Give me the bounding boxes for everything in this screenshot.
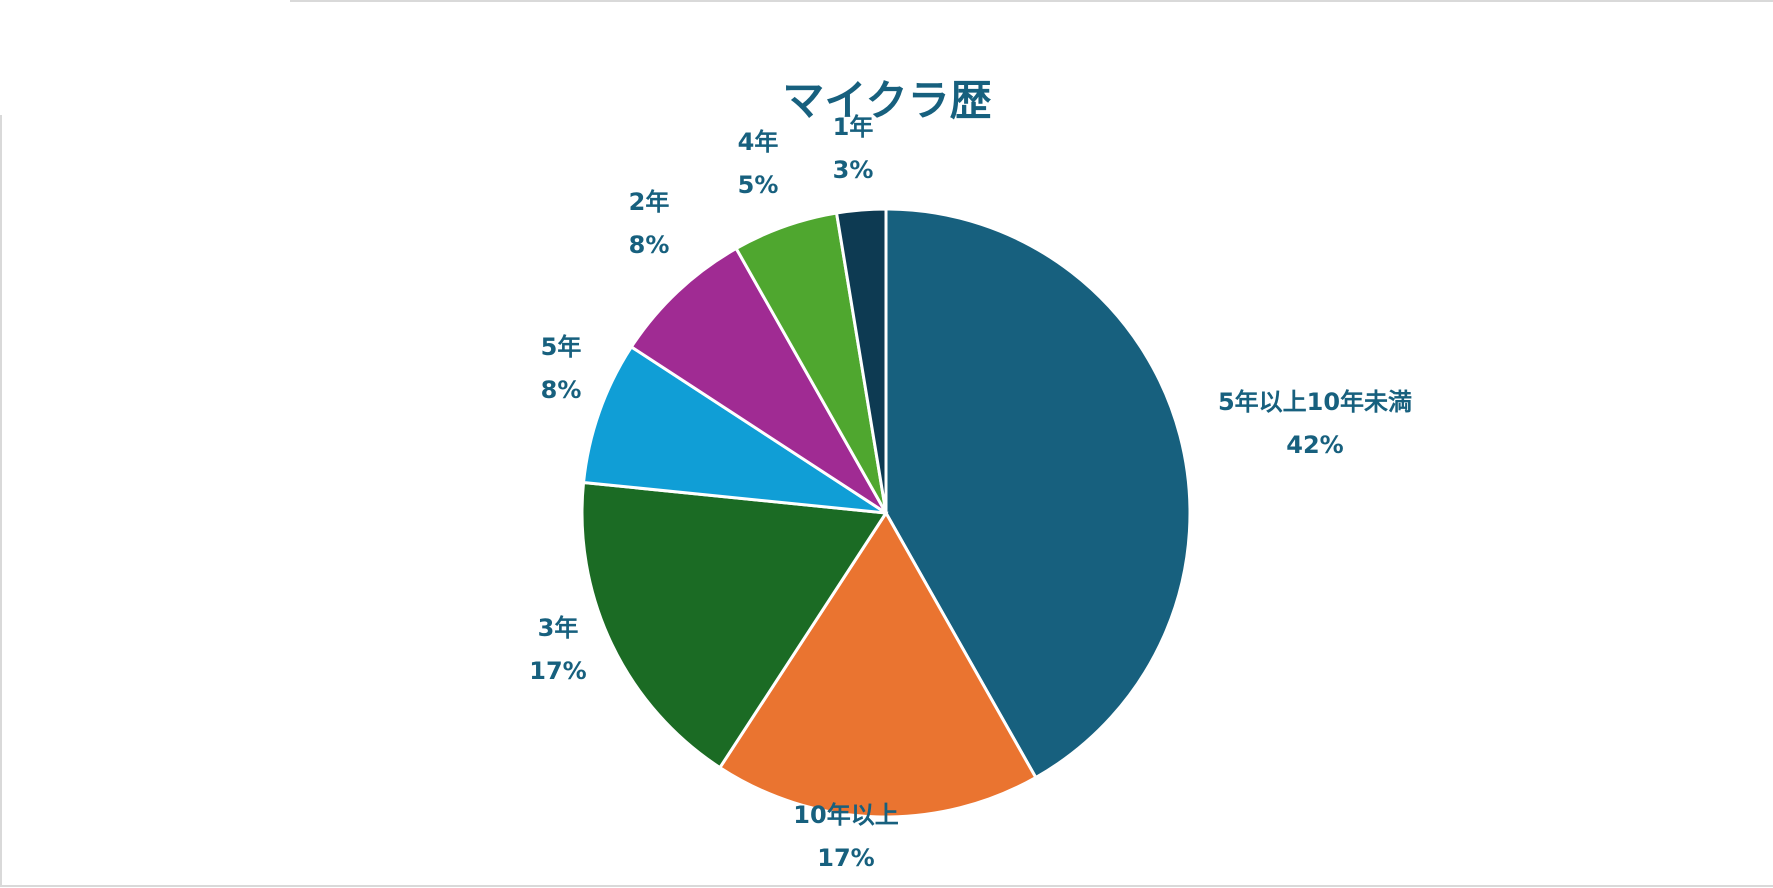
slice-category-label: 4年 xyxy=(738,128,779,156)
slice-category-label: 5年 xyxy=(541,333,582,361)
slice-category-label: 2年 xyxy=(629,188,670,216)
slice-percent-label: 5% xyxy=(738,171,779,199)
slice-percent-label: 3% xyxy=(833,156,874,184)
pie-slice xyxy=(581,344,887,515)
pie-slice xyxy=(580,480,889,770)
pie-slice xyxy=(884,207,1192,780)
slice-percent-label: 8% xyxy=(541,376,582,404)
slice-percent-label: 17% xyxy=(529,657,586,685)
slice-category-label: 3年 xyxy=(538,614,579,642)
chart-title: マイクラ歴 xyxy=(782,76,991,125)
slice-percent-label: 42% xyxy=(1286,431,1343,459)
pie-slice xyxy=(834,207,888,514)
slice-percent-label: 17% xyxy=(817,844,874,872)
pie-slice xyxy=(717,510,1038,819)
slice-category-label: 1年 xyxy=(833,113,874,141)
pie-labels: 5年以上10年未満 42% 10年以上 17% 3年 17% 5年 8% 2年 8% 4年 5% 1年 3… xyxy=(529,113,1412,872)
slice-percent-label: 8% xyxy=(629,231,670,259)
pie-slices xyxy=(580,207,1192,819)
slice-category-label: 5年以上10年未満 xyxy=(1218,388,1412,416)
pie-slice xyxy=(629,246,888,515)
slice-category-label: 10年以上 xyxy=(793,801,898,829)
